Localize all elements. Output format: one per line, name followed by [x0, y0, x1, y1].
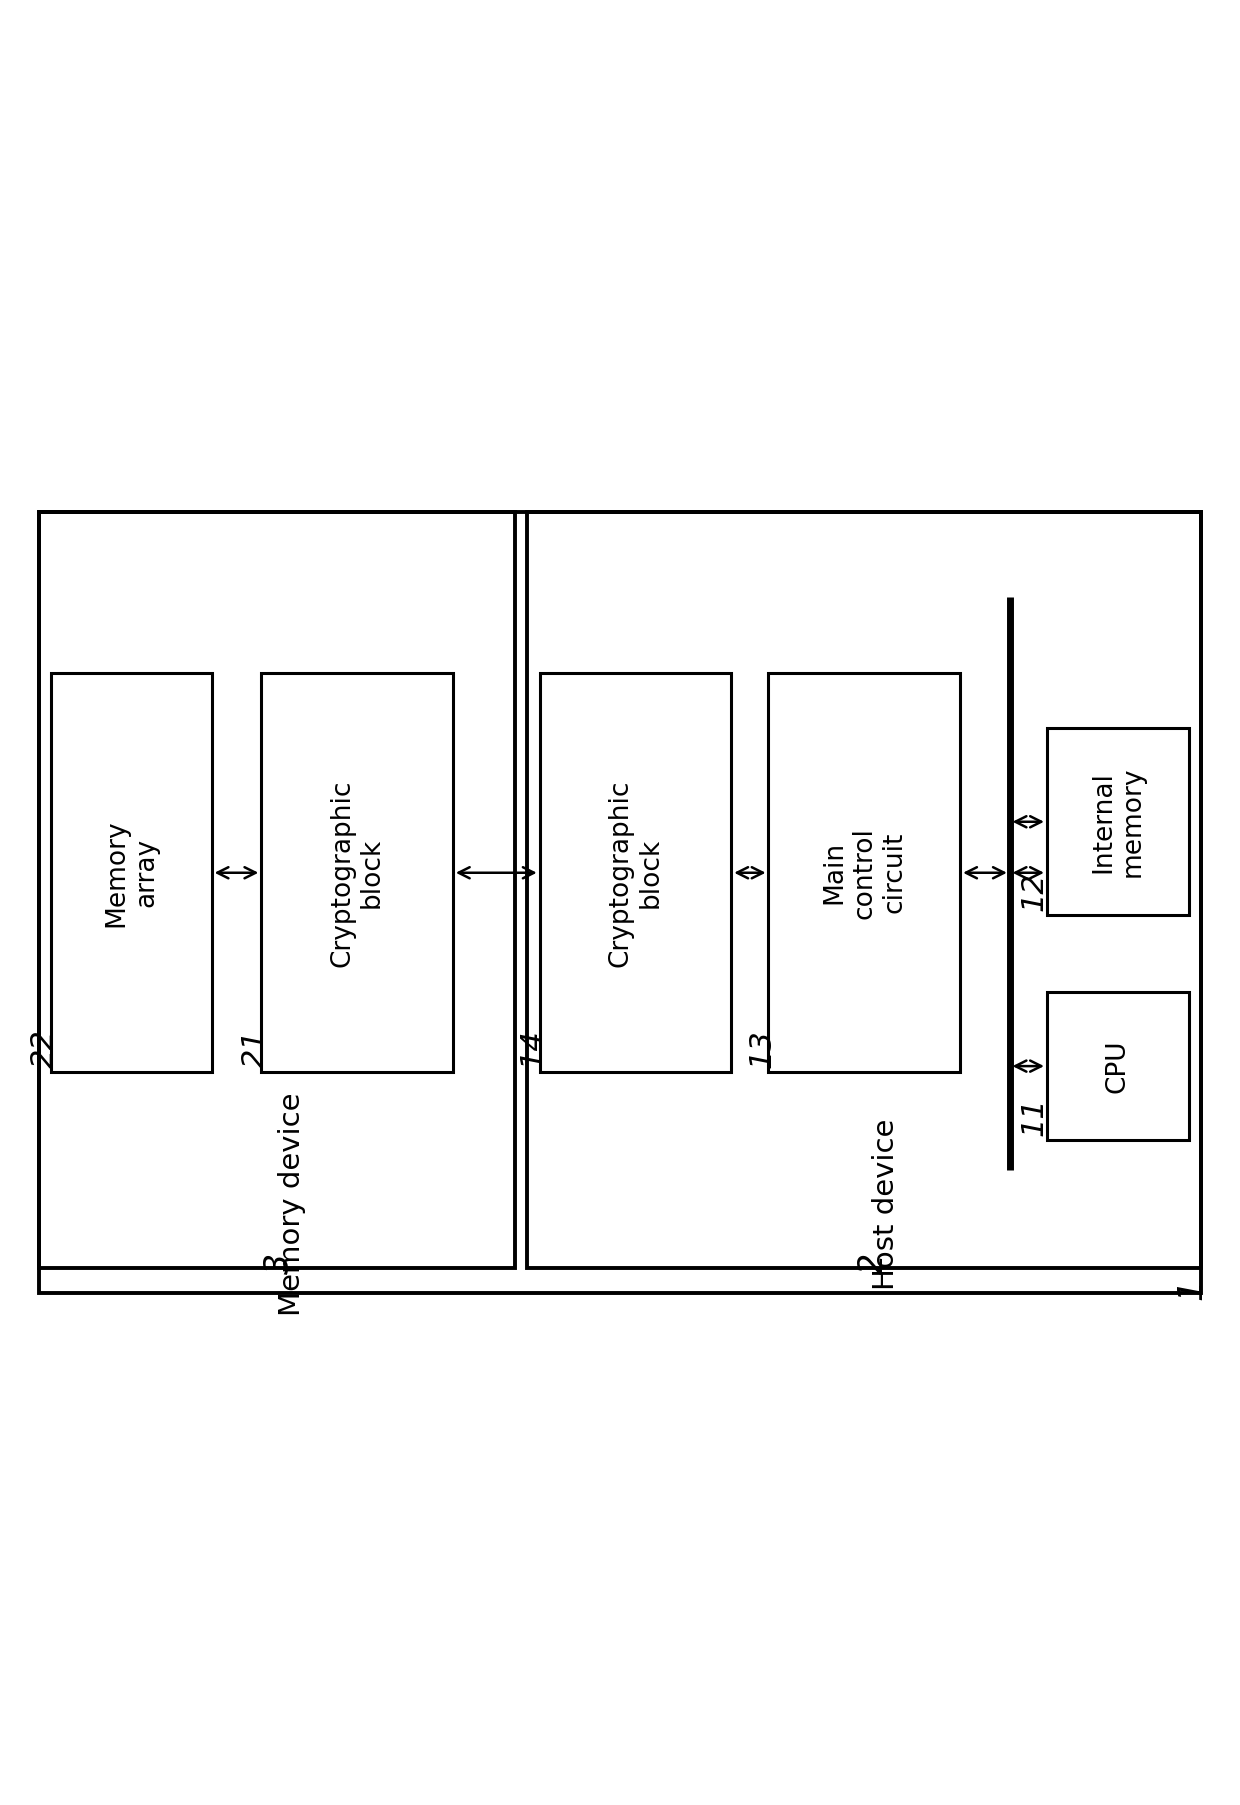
- Text: Cryptographic
block: Cryptographic block: [608, 780, 663, 966]
- Polygon shape: [1047, 991, 1189, 1141]
- Text: Cryptographic
block: Cryptographic block: [329, 780, 386, 966]
- Text: Memory
array: Memory array: [103, 819, 159, 926]
- Text: 14: 14: [518, 1029, 548, 1069]
- Text: 3: 3: [263, 1253, 296, 1274]
- Text: CPU: CPU: [1105, 1040, 1131, 1092]
- Text: 2: 2: [857, 1253, 890, 1274]
- Polygon shape: [262, 673, 453, 1072]
- Text: 22: 22: [30, 1029, 60, 1069]
- Polygon shape: [51, 673, 212, 1072]
- Text: Memory device: Memory device: [278, 1092, 306, 1316]
- Text: Main
control
circuit: Main control circuit: [821, 827, 908, 919]
- Polygon shape: [539, 673, 732, 1072]
- Polygon shape: [1047, 727, 1189, 915]
- Text: 21: 21: [241, 1029, 269, 1069]
- Text: Host device: Host device: [872, 1119, 900, 1291]
- Text: 11: 11: [1021, 1097, 1049, 1135]
- Text: 13: 13: [748, 1029, 776, 1069]
- Polygon shape: [769, 673, 960, 1072]
- Text: 12: 12: [1021, 872, 1049, 912]
- Text: 1: 1: [1176, 1278, 1208, 1300]
- Text: Internal
memory: Internal memory: [1090, 767, 1146, 877]
